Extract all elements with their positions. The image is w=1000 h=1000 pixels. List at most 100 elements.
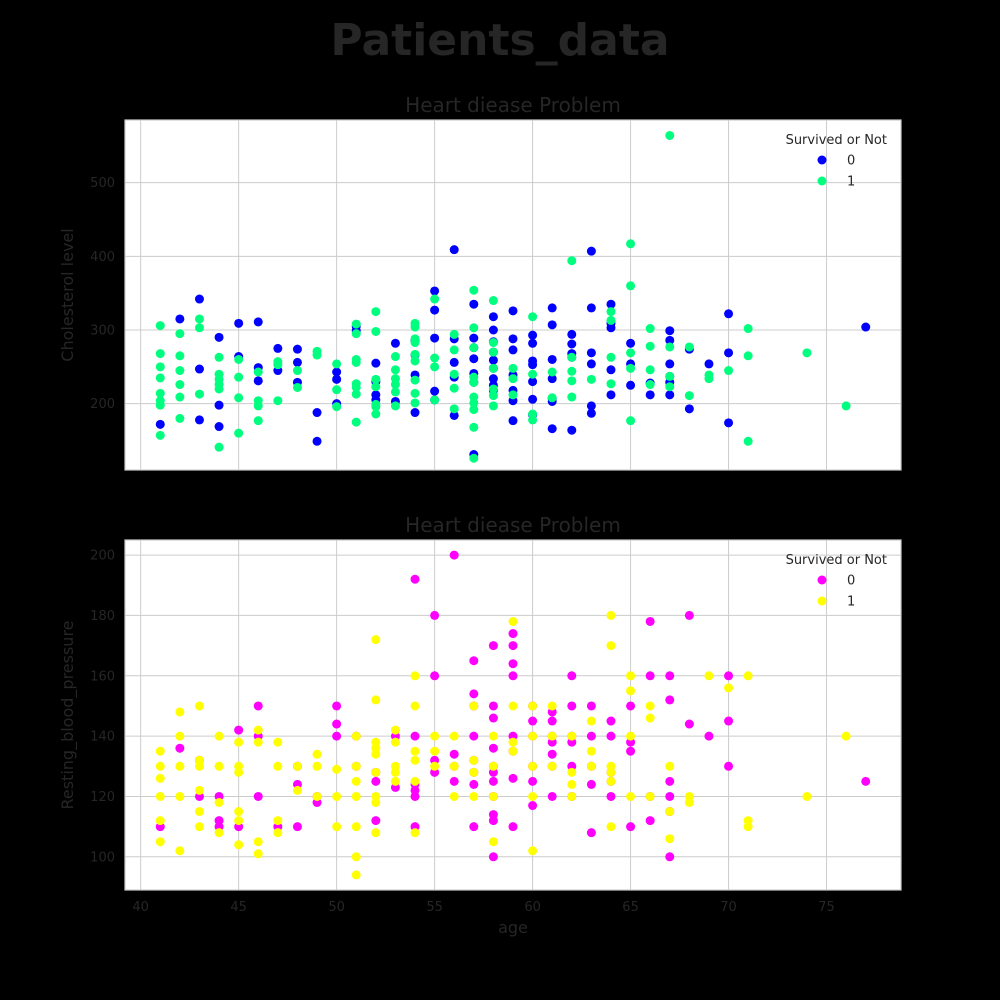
data-point	[626, 686, 636, 696]
data-point	[332, 374, 342, 384]
data-point	[606, 352, 616, 362]
data-point	[724, 761, 734, 771]
data-point	[665, 359, 675, 369]
data-point	[234, 737, 244, 747]
y-axis-label: Cholesterol level	[58, 228, 77, 361]
data-point	[390, 767, 400, 777]
data-point	[371, 776, 381, 786]
data-point	[155, 349, 165, 359]
data-point	[606, 610, 616, 620]
data-point	[469, 822, 479, 832]
data-point	[567, 779, 577, 789]
data-point	[528, 801, 538, 811]
x-tick-label: 55	[426, 900, 443, 915]
data-point	[469, 333, 479, 343]
data-point	[390, 387, 400, 397]
data-point	[508, 659, 518, 669]
data-point	[469, 791, 479, 801]
data-point	[567, 329, 577, 339]
data-point	[528, 701, 538, 711]
legend: Survived or Not 0 1	[786, 133, 887, 190]
data-point	[547, 701, 557, 711]
data-point	[665, 791, 675, 801]
data-point	[410, 731, 420, 741]
data-point	[155, 761, 165, 771]
data-point	[645, 324, 655, 334]
data-point	[155, 400, 165, 410]
data-point	[606, 767, 616, 777]
data-point	[488, 338, 498, 348]
data-point	[214, 332, 224, 342]
data-point	[194, 294, 204, 304]
data-point	[567, 701, 577, 711]
data-point	[390, 338, 400, 348]
data-point	[528, 394, 538, 404]
data-point	[743, 822, 753, 832]
data-point	[508, 363, 518, 373]
plot-area	[125, 540, 901, 890]
data-point	[547, 424, 557, 434]
data-point	[410, 701, 420, 711]
data-point	[351, 329, 361, 339]
data-point	[547, 749, 557, 759]
data-point	[449, 791, 459, 801]
data-point	[665, 382, 675, 392]
data-point	[665, 776, 675, 786]
data-point	[684, 391, 694, 401]
data-point	[234, 840, 244, 850]
data-point	[841, 401, 851, 411]
data-point	[371, 828, 381, 838]
data-point	[645, 671, 655, 681]
data-point	[214, 422, 224, 432]
data-point	[743, 324, 753, 334]
data-point	[626, 416, 636, 426]
data-point	[253, 401, 263, 411]
data-point	[155, 430, 165, 440]
data-point	[626, 791, 636, 801]
data-point	[351, 776, 361, 786]
data-point	[449, 329, 459, 339]
data-point	[704, 731, 714, 741]
data-point	[469, 354, 479, 364]
data-point	[586, 701, 596, 711]
data-point	[626, 822, 636, 832]
data-point	[488, 701, 498, 711]
data-point	[175, 314, 185, 324]
data-point	[606, 641, 616, 651]
data-point	[724, 348, 734, 358]
data-point	[155, 837, 165, 847]
plot-frame	[124, 119, 902, 471]
data-point	[488, 731, 498, 741]
data-point	[645, 701, 655, 711]
legend-label: 0	[847, 574, 855, 589]
data-point	[430, 761, 440, 771]
data-point	[488, 401, 498, 411]
data-point	[430, 294, 440, 304]
data-point	[292, 822, 302, 832]
data-point	[488, 296, 498, 306]
y-tick-label: 140	[90, 730, 115, 745]
data-point	[312, 436, 322, 446]
data-point	[586, 374, 596, 384]
data-point	[645, 791, 655, 801]
data-point	[567, 791, 577, 801]
data-point	[488, 816, 498, 826]
data-point	[253, 725, 263, 735]
data-point	[351, 319, 361, 329]
data-point	[684, 798, 694, 807]
data-point	[390, 365, 400, 375]
data-point	[469, 779, 479, 789]
data-point	[449, 749, 459, 759]
data-point	[449, 776, 459, 786]
data-point	[508, 345, 518, 355]
data-point	[528, 338, 538, 348]
data-point	[410, 322, 420, 332]
data-point	[390, 352, 400, 362]
data-point	[488, 837, 498, 847]
data-point	[194, 364, 204, 374]
data-point	[155, 791, 165, 801]
legend-marker	[817, 155, 827, 165]
data-point	[371, 358, 381, 368]
data-point	[665, 852, 675, 862]
